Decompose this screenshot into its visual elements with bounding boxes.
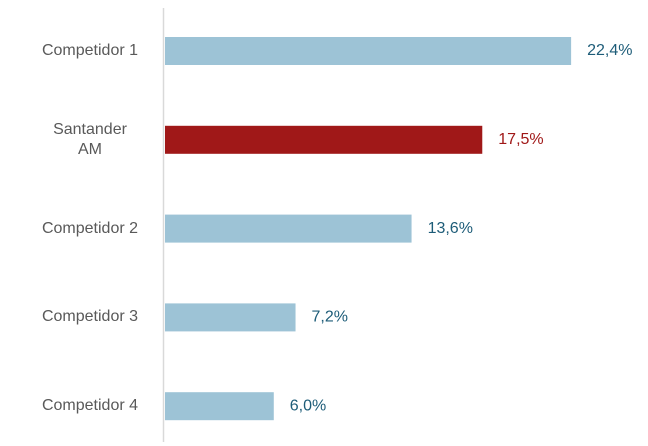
bar	[165, 37, 572, 65]
category-label: Competidor 1	[41, 42, 139, 59]
category-label: Competidor 2	[41, 219, 139, 237]
value-label: 17,5%	[498, 131, 543, 148]
category-label: Santander AM	[53, 120, 127, 158]
category-label: Competidor 3	[41, 308, 139, 326]
bar	[165, 303, 296, 332]
bar	[165, 214, 412, 243]
category-label: Competidor 4	[41, 397, 139, 415]
value-label: 13,6%	[428, 220, 473, 237]
bar	[165, 125, 483, 154]
bar	[165, 392, 274, 421]
value-label: 22,4%	[587, 42, 632, 59]
value-label: 7,2%	[312, 309, 348, 326]
value-label: 6,0%	[290, 397, 326, 414]
